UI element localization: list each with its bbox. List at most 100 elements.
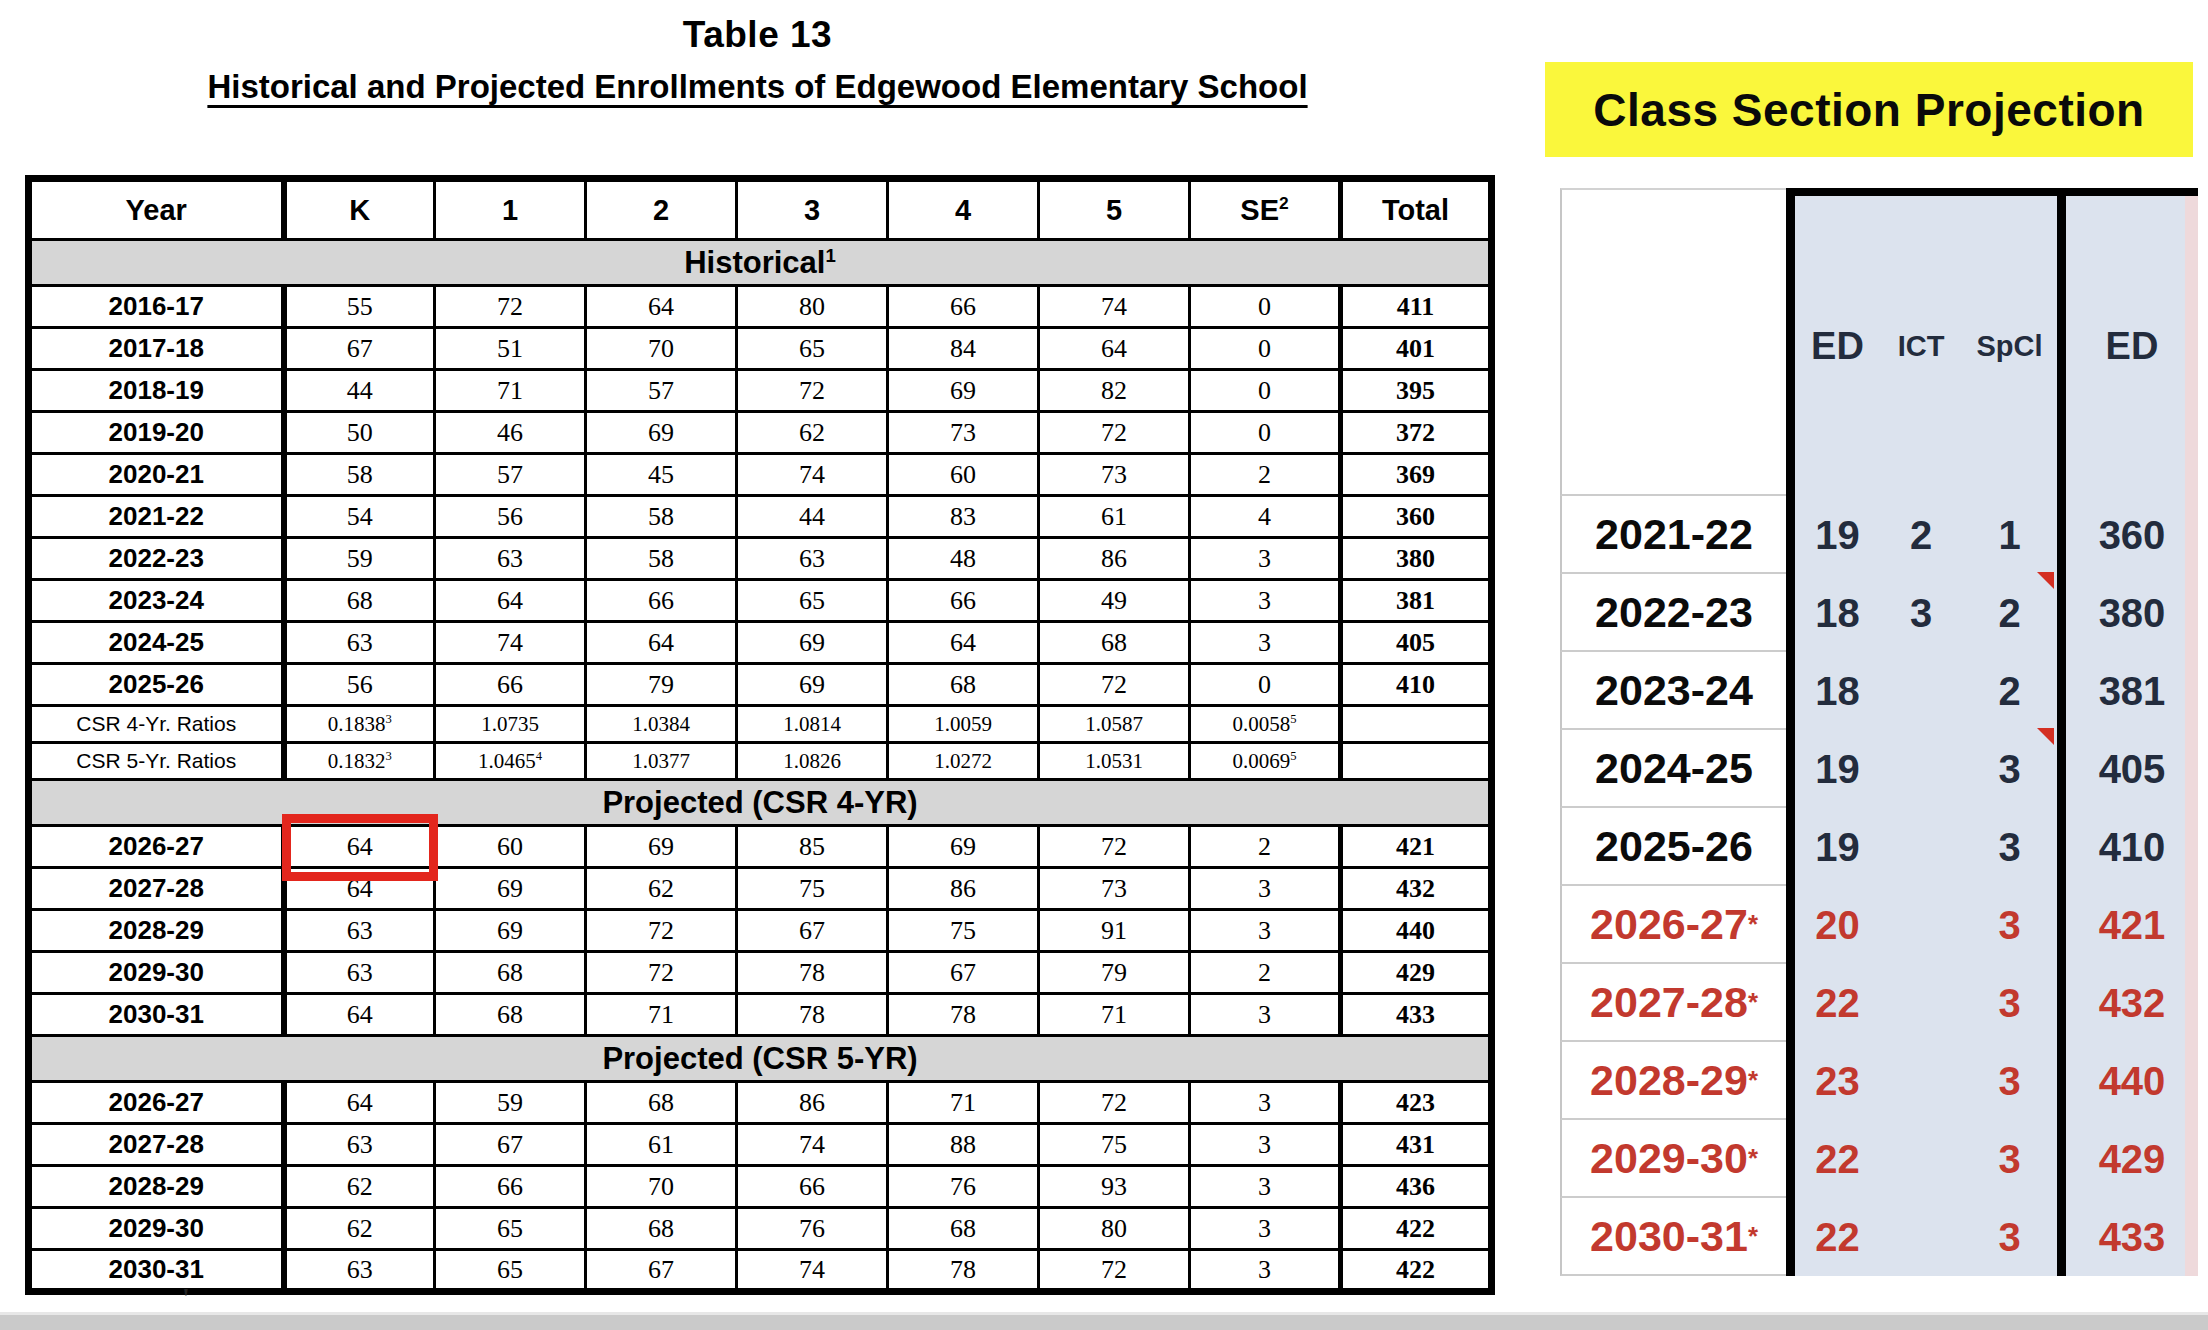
cs-total-cell: 380 xyxy=(2057,574,2198,652)
cs-spcl-cell: 2 xyxy=(1962,652,2057,730)
grade-cell: 63 xyxy=(284,1250,435,1292)
year-cell: 2026-27 xyxy=(29,826,284,868)
cs-year-cell: 2022-23 xyxy=(1560,574,1786,652)
grade-cell: 73 xyxy=(1039,454,1190,496)
ratio-row-label: CSR 4-Yr. Ratios xyxy=(29,706,284,743)
grade-cell: 57 xyxy=(435,454,586,496)
cs-ict-cell: 3 xyxy=(1880,574,1962,652)
total-cell: 422 xyxy=(1341,1250,1492,1292)
grade-cell: 69 xyxy=(737,622,888,664)
grade-cell: 51 xyxy=(435,328,586,370)
total-cell: 372 xyxy=(1341,412,1492,454)
grade-cell: 74 xyxy=(737,454,888,496)
year-cell: 2030-31 xyxy=(29,994,284,1036)
cs-spcl-cell: 1 xyxy=(1962,496,2057,574)
total-cell: 431 xyxy=(1341,1124,1492,1166)
grade-cell: 3 xyxy=(1190,580,1341,622)
total-cell: 422 xyxy=(1341,1208,1492,1250)
ratio-cell: 1.0377 xyxy=(586,743,737,780)
grade-cell: 63 xyxy=(435,538,586,580)
bottom-scrollbar-track[interactable] xyxy=(0,1312,2208,1330)
total-cell: 380 xyxy=(1341,538,1492,580)
cs-spcl-cell: 3 xyxy=(1962,730,2057,808)
cs-ict-header: ICT xyxy=(1880,188,1962,496)
cs-row: 2030-31*223433 xyxy=(1560,1198,2198,1276)
grade-cell: 57 xyxy=(586,370,737,412)
year-cell: 2028-29 xyxy=(29,1166,284,1208)
cs-ed-cell: 19 xyxy=(1786,496,1880,574)
grade-cell: 64 xyxy=(284,994,435,1036)
cs-year-cell: 2026-27* xyxy=(1560,886,1786,964)
grade-cell: 68 xyxy=(586,1208,737,1250)
cs-year-cell: 2030-31* xyxy=(1560,1198,1786,1276)
grade-cell: 58 xyxy=(284,454,435,496)
grade-cell: 93 xyxy=(1039,1166,1190,1208)
total-cell: 436 xyxy=(1341,1166,1492,1208)
grade-cell: 68 xyxy=(888,664,1039,706)
grade-cell: 59 xyxy=(284,538,435,580)
total-cell: 381 xyxy=(1341,580,1492,622)
grade-cell: 72 xyxy=(586,910,737,952)
grade-cell: 3 xyxy=(1190,1208,1341,1250)
grade-cell: 45 xyxy=(586,454,737,496)
year-cell: 2021-22 xyxy=(29,496,284,538)
cs-ict-cell xyxy=(1880,808,1962,886)
cs-ed-total-header: ED xyxy=(2057,188,2198,496)
grade-cell: 82 xyxy=(1039,370,1190,412)
ratio-cell xyxy=(1341,743,1492,780)
grade-cell: 54 xyxy=(284,496,435,538)
grade-cell: 2 xyxy=(1190,952,1341,994)
grade-cell: 69 xyxy=(888,826,1039,868)
grade-cell: 2 xyxy=(1190,454,1341,496)
ratio-cell: 0.18323 xyxy=(284,743,435,780)
page-title: Table 13 xyxy=(25,14,1490,56)
cs-row: 2024-25193405 xyxy=(1560,730,2198,808)
cs-spcl-cell: 3 xyxy=(1962,808,2057,886)
cs-row: 2022-231832380 xyxy=(1560,574,2198,652)
grade-cell: 72 xyxy=(1039,1082,1190,1124)
grade-cell: 66 xyxy=(435,1166,586,1208)
total-cell: 369 xyxy=(1341,454,1492,496)
cs-ed-cell: 22 xyxy=(1786,1198,1880,1276)
grade-cell: 3 xyxy=(1190,994,1341,1036)
cs-year-cell: 2027-28* xyxy=(1560,964,1786,1042)
cs-row: 2025-26193410 xyxy=(1560,808,2198,886)
grade-cell: 69 xyxy=(586,826,737,868)
grade-cell: 60 xyxy=(888,454,1039,496)
year-cell: 2024-25 xyxy=(29,622,284,664)
highlighted-cell: 64 xyxy=(284,826,435,868)
grade-cell: 65 xyxy=(435,1250,586,1292)
grade-cell: 68 xyxy=(284,580,435,622)
grade-cell: 78 xyxy=(888,994,1039,1036)
year-cell: 2023-24 xyxy=(29,580,284,622)
grade-cell: 62 xyxy=(737,412,888,454)
grade-cell: 62 xyxy=(586,868,737,910)
cs-ict-cell xyxy=(1880,1042,1962,1120)
grade-cell: 64 xyxy=(888,622,1039,664)
cs-row: 2021-221921360 xyxy=(1560,496,2198,574)
cs-spcl-cell: 3 xyxy=(1962,886,2057,964)
grade-cell: 0 xyxy=(1190,412,1341,454)
total-cell: 429 xyxy=(1341,952,1492,994)
column-header: Total xyxy=(1341,179,1492,240)
grade-cell: 69 xyxy=(435,910,586,952)
ratio-cell: 1.0531 xyxy=(1039,743,1190,780)
grade-cell: 64 xyxy=(284,1082,435,1124)
cs-ed-cell: 18 xyxy=(1786,574,1880,652)
grade-cell: 50 xyxy=(284,412,435,454)
cs-ict-cell xyxy=(1880,1120,1962,1198)
grade-cell: 64 xyxy=(1039,328,1190,370)
cs-year-header xyxy=(1560,188,1786,496)
cs-spcl-cell: 3 xyxy=(1962,1042,2057,1120)
comment-marker-icon xyxy=(2037,728,2054,745)
grade-cell: 2 xyxy=(1190,826,1341,868)
grade-cell: 78 xyxy=(737,952,888,994)
grade-cell: 73 xyxy=(888,412,1039,454)
grade-cell: 3 xyxy=(1190,538,1341,580)
grade-cell: 80 xyxy=(737,286,888,328)
total-cell: 360 xyxy=(1341,496,1492,538)
cs-ict-cell xyxy=(1880,652,1962,730)
grade-cell: 70 xyxy=(586,1166,737,1208)
grade-cell: 0 xyxy=(1190,370,1341,412)
column-header: K xyxy=(284,179,435,240)
